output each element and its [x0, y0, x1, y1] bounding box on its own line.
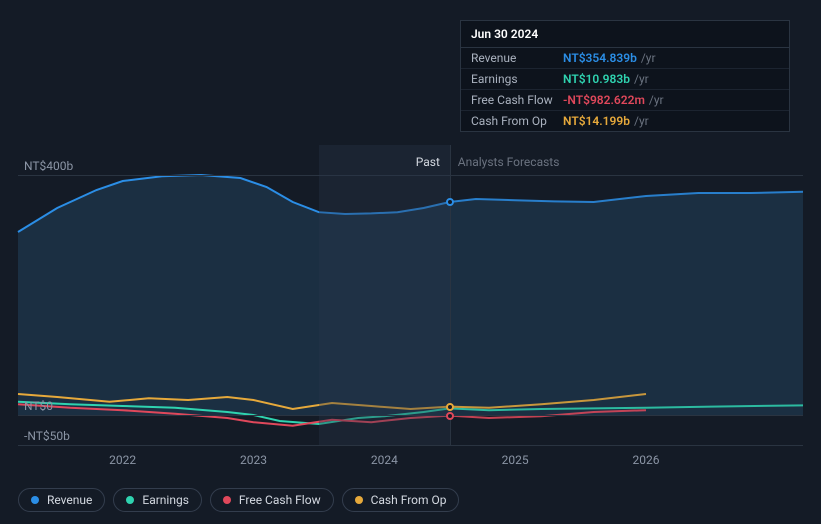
- tooltip-metric-value: NT$10.983b: [563, 72, 630, 86]
- x-axis-label: 2026: [633, 453, 660, 467]
- tooltip-metric-label: Cash From Op: [471, 114, 563, 128]
- gridline: [18, 445, 803, 446]
- tooltip-row: RevenueNT$354.839b/yr: [461, 48, 789, 69]
- legend-dot-icon: [126, 496, 134, 504]
- chart-marker: [446, 403, 454, 411]
- chart-area: Past Analysts Forecasts NT$400b NT$0 -NT$5…: [18, 145, 803, 445]
- legend-item-earnings[interactable]: Earnings: [113, 488, 202, 512]
- chart-marker: [446, 412, 454, 420]
- tooltip-metric-value: -NT$982.622m: [563, 93, 645, 107]
- legend-label: Earnings: [142, 493, 189, 507]
- tooltip-row: Cash From OpNT$14.199b/yr: [461, 111, 789, 131]
- legend-label: Cash From Op: [371, 493, 447, 507]
- legend-item-cfo[interactable]: Cash From Op: [342, 488, 460, 512]
- tooltip-metric-suffix: /yr: [649, 93, 664, 107]
- y-axis-label: NT$400b: [24, 159, 73, 173]
- tooltip-metric-suffix: /yr: [634, 114, 649, 128]
- tooltip-row: Free Cash Flow-NT$982.622m/yr: [461, 90, 789, 111]
- forecast-divider: [450, 145, 451, 445]
- highlight-band: [319, 145, 450, 445]
- legend-item-revenue[interactable]: Revenue: [18, 488, 105, 512]
- legend-item-fcf[interactable]: Free Cash Flow: [210, 488, 334, 512]
- tooltip-rows: RevenueNT$354.839b/yrEarningsNT$10.983b/…: [461, 48, 789, 131]
- x-axis-label: 2025: [502, 453, 529, 467]
- tooltip-date: Jun 30 2024: [461, 21, 789, 48]
- legend-label: Revenue: [47, 493, 92, 507]
- y-axis-label: -NT$50b: [24, 429, 70, 443]
- y-axis-label: NT$0: [24, 399, 53, 413]
- tooltip-metric-value: NT$354.839b: [563, 51, 637, 65]
- legend-dot-icon: [31, 496, 39, 504]
- x-axis-label: 2023: [240, 453, 267, 467]
- legend-dot-icon: [355, 496, 363, 504]
- tooltip-metric-label: Revenue: [471, 51, 563, 65]
- x-axis-label: 2022: [109, 453, 136, 467]
- tooltip-metric-suffix: /yr: [634, 72, 649, 86]
- legend: Revenue Earnings Free Cash Flow Cash From O…: [18, 488, 459, 512]
- chart-marker: [446, 198, 454, 206]
- data-tooltip: Jun 30 2024 RevenueNT$354.839b/yrEarning…: [460, 20, 790, 132]
- past-label: Past: [416, 155, 440, 169]
- legend-dot-icon: [223, 496, 231, 504]
- forecast-label: Analysts Forecasts: [458, 155, 560, 169]
- legend-label: Free Cash Flow: [239, 493, 321, 507]
- tooltip-metric-suffix: /yr: [641, 51, 656, 65]
- tooltip-metric-value: NT$14.199b: [563, 114, 630, 128]
- tooltip-row: EarningsNT$10.983b/yr: [461, 69, 789, 90]
- tooltip-metric-label: Earnings: [471, 72, 563, 86]
- tooltip-metric-label: Free Cash Flow: [471, 93, 563, 107]
- x-axis-label: 2024: [371, 453, 398, 467]
